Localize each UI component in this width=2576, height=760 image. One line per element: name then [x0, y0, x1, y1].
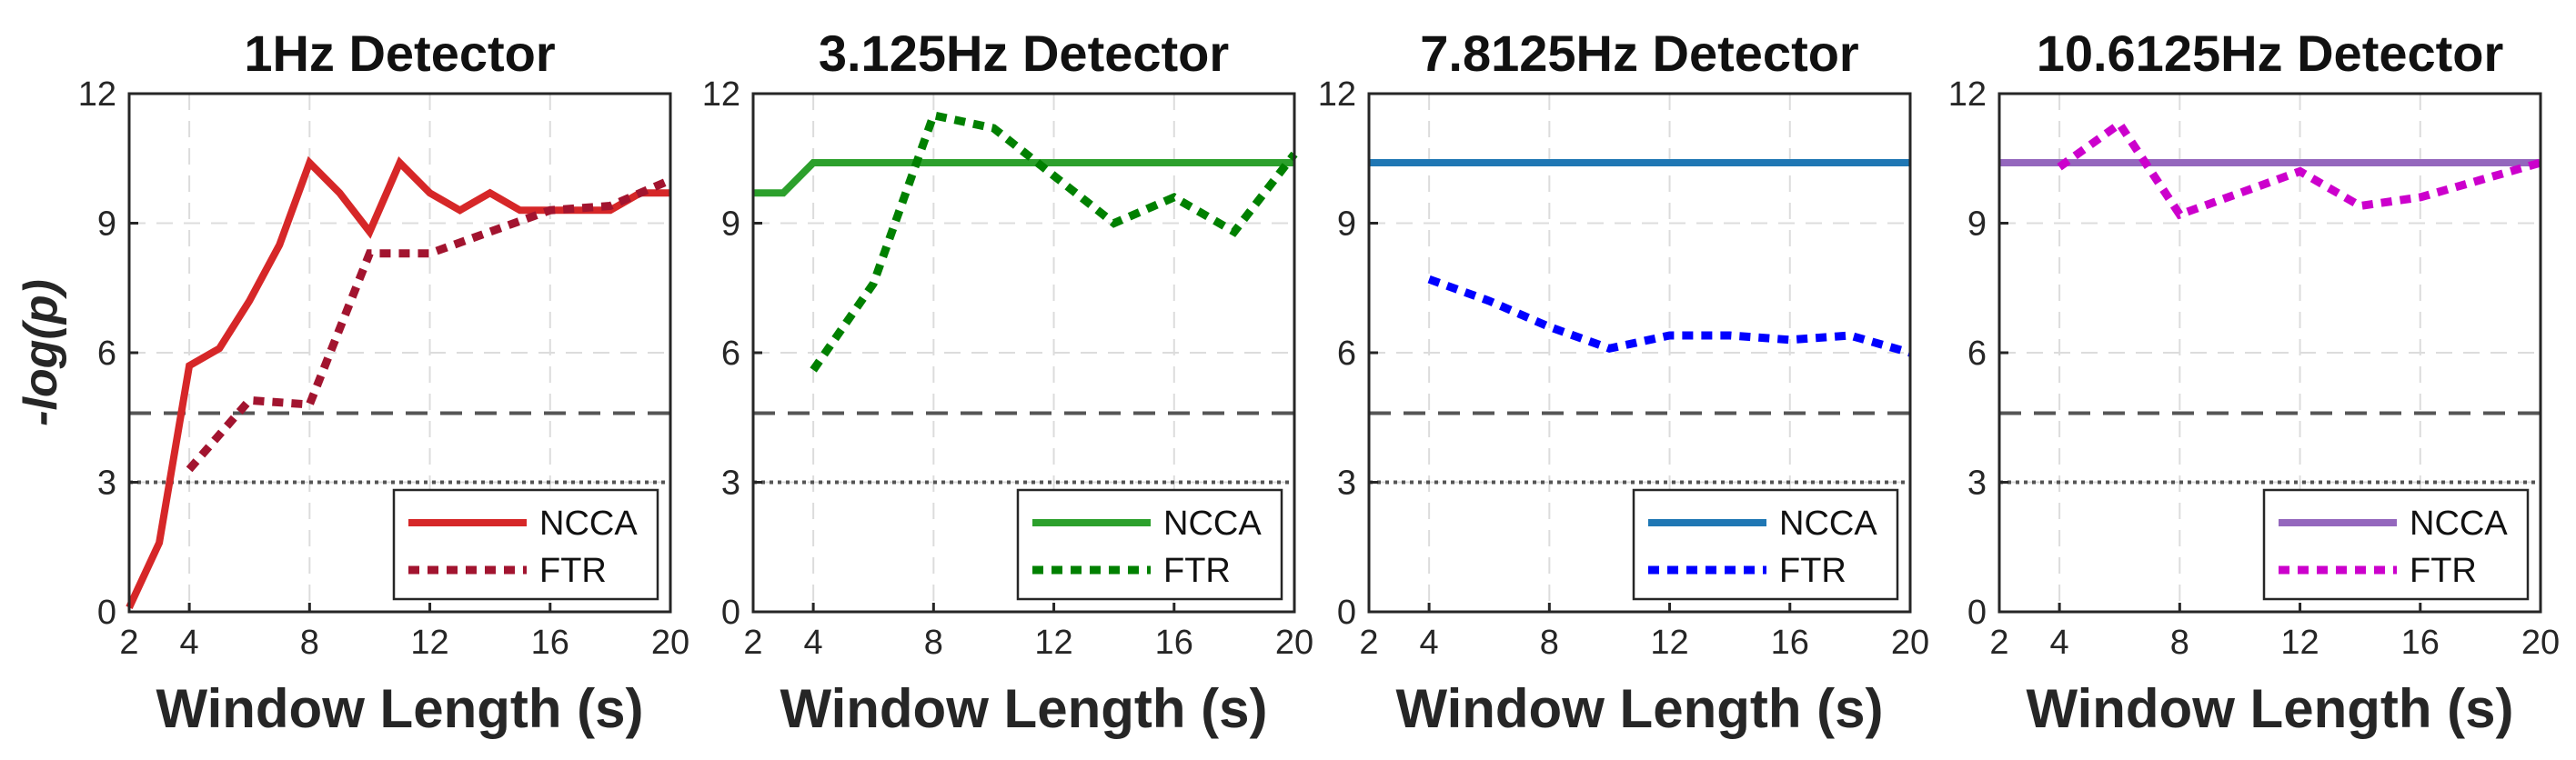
x-tick-label: 4 — [1420, 624, 1439, 662]
x-tick-label: 8 — [300, 624, 319, 662]
series-line-ftr — [810, 110, 1298, 373]
legend-label-ftr: FTR — [2410, 552, 2477, 590]
y-tick-label: 3 — [1337, 465, 1356, 503]
x-axis-label: Window Length (s) — [780, 678, 1267, 739]
x-tick-label: 16 — [1155, 624, 1193, 662]
y-tick-label: 6 — [721, 335, 740, 373]
legend-label-ncca: NCCA — [1163, 505, 1262, 543]
y-tick-label: 6 — [97, 335, 116, 373]
legend-label-ncca: NCCA — [2410, 505, 2508, 543]
legend-label-ftr: FTR — [1163, 552, 1231, 590]
legend: NCCA FTR — [1016, 488, 1283, 601]
y-tick-label: 12 — [1318, 75, 1356, 114]
legend-box — [392, 488, 659, 601]
x-tick-label: 12 — [1034, 624, 1072, 662]
y-tick-label: 9 — [97, 205, 116, 244]
chart-panel-3: 2 4 8 12 16 20 0 3 6 9 12 7.8125Hz Detector Window L… — [1318, 25, 1929, 739]
y-tick-label: 0 — [97, 594, 116, 632]
chart-title: 1Hz Detector — [244, 25, 555, 82]
x-tick-label: 12 — [2280, 624, 2319, 662]
x-tick-label: 2 — [743, 624, 762, 662]
y-tick-label: 9 — [1967, 205, 1987, 244]
y-tick-label: 0 — [721, 594, 740, 632]
y-tick-label: 0 — [1967, 594, 1987, 632]
x-tick-label: 8 — [2170, 624, 2189, 662]
y-tick-label: 3 — [97, 465, 116, 503]
x-tick-label: 2 — [119, 624, 138, 662]
x-tick-label: 16 — [1771, 624, 1809, 662]
legend-label-ftr: FTR — [539, 552, 607, 590]
y-tick-label: 12 — [1948, 75, 1987, 114]
legend-label-ftr: FTR — [1779, 552, 1846, 590]
legend-box — [1632, 488, 1899, 601]
chart-title: 10.6125Hz Detector — [2037, 25, 2504, 82]
chart-panel-2: 2 4 8 12 16 20 0 3 6 9 12 3.125Hz Detector Window Le… — [702, 25, 1313, 739]
y-tick-label: 12 — [702, 75, 740, 114]
y-tick-label: 9 — [1337, 205, 1356, 244]
chart-title: 7.8125Hz Detector — [1420, 25, 1858, 82]
x-axis-label: Window Length (s) — [1395, 678, 1883, 739]
legend-label-ncca: NCCA — [539, 505, 638, 543]
chart-title: 3.125Hz Detector — [819, 25, 1229, 82]
x-tick-label: 8 — [924, 624, 943, 662]
x-tick-label: 16 — [2401, 624, 2440, 662]
x-tick-label: 8 — [1540, 624, 1559, 662]
y-tick-label: 0 — [1337, 594, 1356, 632]
x-tick-label: 20 — [651, 624, 689, 662]
x-tick-label: 4 — [2050, 624, 2069, 662]
y-tick-label: 3 — [1967, 465, 1987, 503]
y-tick-label: 3 — [721, 465, 740, 503]
legend: NCCA FTR — [1632, 488, 1899, 601]
series-line-ftr — [1427, 275, 1912, 357]
legend-box — [2262, 488, 2530, 601]
x-tick-label: 4 — [180, 624, 199, 662]
y-axis-label: -log(p) — [15, 279, 67, 426]
legend: NCCA FTR — [2262, 488, 2530, 601]
series-line-ncca — [753, 159, 1294, 197]
x-tick-label: 20 — [2521, 624, 2560, 662]
x-tick-label: 12 — [1650, 624, 1688, 662]
x-tick-label: 12 — [410, 624, 448, 662]
y-tick-label: 6 — [1967, 335, 1987, 373]
y-tick-label: 12 — [78, 75, 116, 114]
chart-panel-4: 2 4 8 12 16 20 0 3 6 9 12 10.6125Hz Detector Window … — [1948, 25, 2560, 739]
legend: NCCA FTR — [392, 488, 659, 601]
x-tick-label: 2 — [1989, 624, 2008, 662]
y-tick-label: 6 — [1337, 335, 1356, 373]
series-line-ftr — [186, 175, 672, 473]
y-tick-label: 9 — [721, 205, 740, 244]
x-tick-label: 20 — [1891, 624, 1929, 662]
legend-label-ncca: NCCA — [1779, 505, 1877, 543]
legend-box — [1016, 488, 1283, 601]
x-tick-label: 20 — [1275, 624, 1313, 662]
x-axis-label: Window Length (s) — [156, 678, 643, 739]
x-tick-label: 2 — [1359, 624, 1378, 662]
series-line-ftr — [2057, 117, 2542, 220]
x-tick-label: 16 — [531, 624, 569, 662]
x-tick-label: 4 — [804, 624, 823, 662]
x-axis-label: Window Length (s) — [2026, 678, 2513, 739]
chart-panel-1: 2 4 8 12 16 20 0 3 6 9 12 1Hz Detector Window Length… — [15, 25, 689, 739]
